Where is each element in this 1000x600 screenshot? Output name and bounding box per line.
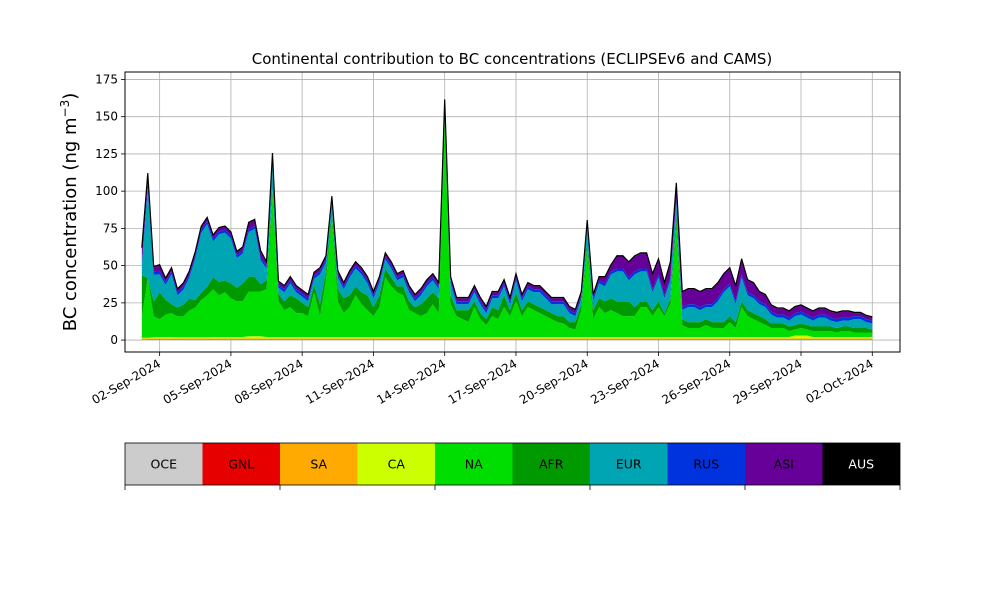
- legend-swatch-ca: [357, 443, 435, 485]
- x-tick-label: 02-Oct-2024: [803, 356, 875, 406]
- legend-swatch-eur: [590, 443, 668, 485]
- x-tick-label: 23-Sep-2024: [588, 356, 662, 407]
- x-tick-label: 17-Sep-2024: [446, 356, 520, 407]
- y-tick-label: 50: [103, 259, 118, 273]
- legend-swatch-asi: [745, 443, 823, 485]
- legend-swatch-oce: [125, 443, 203, 485]
- x-tick-label: 08-Sep-2024: [232, 356, 306, 407]
- chart-title: Continental contribution to BC concentra…: [252, 50, 773, 68]
- x-tick-label: 05-Sep-2024: [161, 356, 235, 407]
- legend-label-ca: CA: [388, 457, 406, 472]
- area-eur: [141, 106, 873, 330]
- legend-label-rus: RUS: [693, 457, 719, 472]
- y-tick-label: 25: [103, 296, 118, 310]
- y-tick-label: 75: [103, 221, 118, 235]
- x-tick-label: 20-Sep-2024: [517, 356, 591, 407]
- x-tick-label: 11-Sep-2024: [303, 356, 377, 407]
- legend-swatch-aus: [822, 443, 900, 485]
- y-tick-label: 175: [95, 72, 118, 86]
- y-tick-label: 150: [95, 110, 118, 124]
- legend-label-asi: ASI: [774, 457, 794, 472]
- legend-label-oce: OCE: [151, 457, 178, 472]
- legend-label-aus: AUS: [848, 457, 874, 472]
- y-tick-label: 100: [95, 184, 118, 198]
- total-outline: [141, 99, 873, 318]
- x-tick-label: 02-Sep-2024: [89, 356, 163, 407]
- legend-swatch-sa: [280, 443, 358, 485]
- legend-swatch-na: [435, 443, 513, 485]
- y-tick-label: 125: [95, 147, 118, 161]
- legend-swatch-gnl: [202, 443, 280, 485]
- stacked-areas: [141, 99, 873, 341]
- legend-label-afr: AFR: [539, 457, 564, 472]
- legend-label-na: NA: [465, 457, 483, 472]
- legend-frame: [124, 442, 901, 486]
- legend-label-sa: SA: [310, 457, 327, 472]
- y-tick-label: 0: [110, 333, 118, 347]
- legend-label-eur: EUR: [616, 457, 642, 472]
- legend-swatch-afr: [512, 443, 590, 485]
- x-tick-label: 14-Sep-2024: [374, 356, 448, 407]
- legend-swatch-rus: [667, 443, 745, 485]
- y-axis-label: BC concentration (ng m−3): [58, 93, 81, 332]
- legend-label-gnl: GNL: [228, 457, 254, 472]
- area-oce: [141, 339, 873, 341]
- legend: OCE GNL SA CA NA AFR EUR RUS ASI AUS: [124, 442, 901, 490]
- x-tick-label: 26-Sep-2024: [659, 356, 733, 407]
- x-tick-label: 29-Sep-2024: [731, 356, 805, 407]
- plot-frame: [124, 71, 901, 353]
- area-na: [141, 121, 873, 338]
